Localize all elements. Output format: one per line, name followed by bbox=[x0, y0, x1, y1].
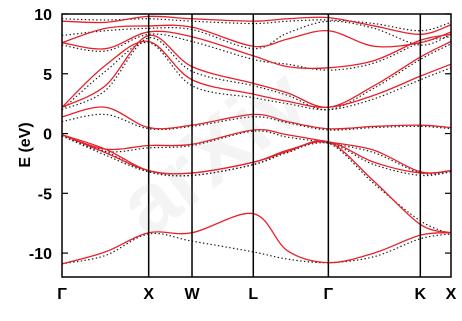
dotted-band-8 bbox=[62, 33, 451, 71]
x-tick-label-4: Γ bbox=[324, 286, 334, 303]
dotted-band-1 bbox=[62, 232, 451, 265]
dotted-band-2 bbox=[62, 135, 451, 235]
solid-band-5 bbox=[62, 106, 451, 130]
dotted-band-5 bbox=[62, 113, 451, 131]
solid-band-3 bbox=[62, 134, 451, 175]
y-tick-label-2: 0 bbox=[43, 127, 52, 144]
x-tick-label-6: X bbox=[446, 286, 457, 303]
y-tick-label-3: -5 bbox=[38, 186, 52, 203]
solid-band-9 bbox=[62, 24, 451, 48]
dotted-band-6 bbox=[62, 42, 451, 111]
x-tick-label-3: L bbox=[248, 286, 258, 303]
dotted-band-9 bbox=[62, 20, 451, 50]
solid-band-4 bbox=[62, 128, 451, 174]
y-tick-label-4: -10 bbox=[29, 246, 52, 263]
x-tick-label-2: W bbox=[184, 286, 200, 303]
solid-band-7 bbox=[62, 34, 451, 108]
x-tick-label-0: Γ bbox=[57, 286, 67, 303]
y-tick-label-0: 10 bbox=[34, 7, 52, 24]
kpoint-divider-lines bbox=[147, 14, 422, 277]
solid-band-8 bbox=[62, 30, 451, 70]
y-axis-ticks: 10 5 0 -5 -10 bbox=[29, 7, 451, 263]
solid-bands-group bbox=[62, 15, 451, 265]
solid-band-6 bbox=[62, 40, 451, 109]
dotted-bands-group bbox=[62, 18, 451, 265]
plot-frame bbox=[61, 13, 452, 278]
x-tick-label-1: X bbox=[143, 286, 154, 303]
y-tick-label-1: 5 bbox=[43, 67, 52, 84]
y-axis-label: E (eV) bbox=[17, 122, 34, 167]
dotted-band-7 bbox=[62, 37, 451, 111]
dotted-band-3 bbox=[62, 135, 451, 177]
solid-band-10 bbox=[62, 15, 451, 35]
x-tick-label-5: K bbox=[415, 286, 427, 303]
solid-band-1 bbox=[62, 212, 451, 265]
